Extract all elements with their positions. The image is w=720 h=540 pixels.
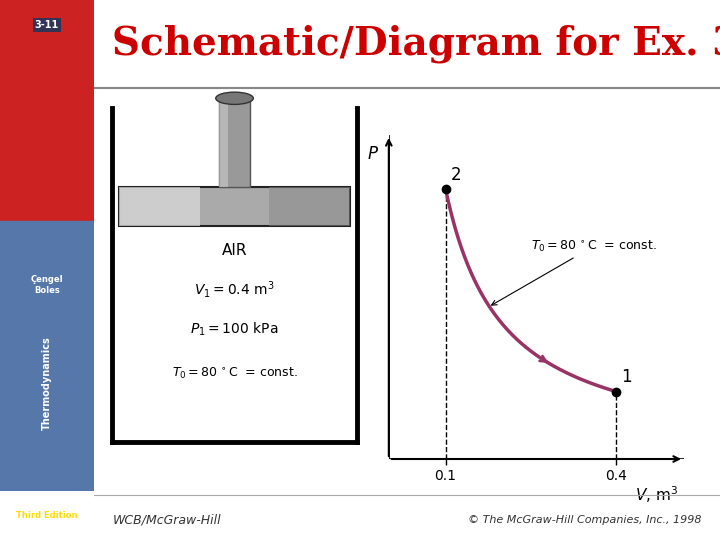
Text: $T_0 = 80\,^\circ\mathrm{C}$  = const.: $T_0 = 80\,^\circ\mathrm{C}$ = const.	[492, 239, 657, 305]
Text: Third Edition: Third Edition	[16, 511, 78, 520]
Text: Schematic/Diagram for Ex. 3-9: Schematic/Diagram for Ex. 3-9	[112, 25, 720, 63]
Text: 1: 1	[621, 368, 632, 386]
Bar	[119, 187, 351, 226]
Text: © The McGraw-Hill Companies, Inc., 1998: © The McGraw-Hill Companies, Inc., 1998	[468, 515, 701, 524]
Bar	[0, 0, 94, 221]
Text: WCB/McGraw-Hill: WCB/McGraw-Hill	[112, 513, 221, 526]
Text: $V$, m$^3$: $V$, m$^3$	[635, 485, 678, 505]
Text: AIR: AIR	[222, 243, 247, 258]
Text: $P$: $P$	[366, 145, 379, 163]
Text: $P_1 = 100$ kPa: $P_1 = 100$ kPa	[190, 321, 279, 338]
Bar	[119, 187, 199, 226]
Text: 3-11: 3-11	[35, 19, 59, 30]
Text: $V_1 = 0.4$ m$^3$: $V_1 = 0.4$ m$^3$	[194, 279, 275, 300]
Bar	[219, 98, 251, 187]
Bar	[269, 187, 351, 226]
Bar	[0, 221, 94, 491]
Text: Thermodynamics: Thermodynamics	[42, 336, 52, 430]
Bar	[219, 98, 228, 187]
Text: 2: 2	[451, 166, 462, 184]
Ellipse shape	[216, 92, 253, 104]
Text: $T_0 = 80\,^\circ\mathrm{C}$  = const.: $T_0 = 80\,^\circ\mathrm{C}$ = const.	[171, 366, 297, 381]
Text: Çengel
Boles: Çengel Boles	[30, 275, 63, 295]
